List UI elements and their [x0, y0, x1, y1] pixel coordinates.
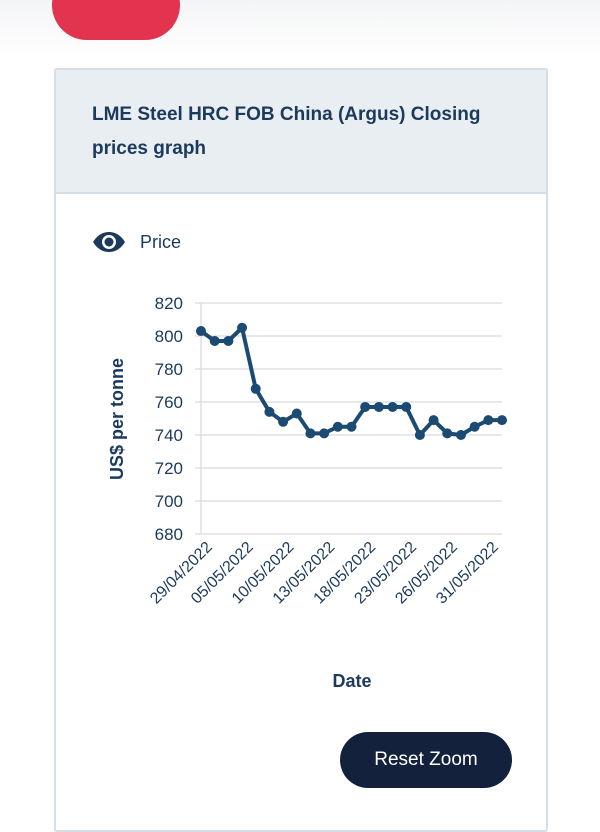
card-title: LME Steel HRC FOB China (Argus) Closing … — [92, 104, 481, 159]
chart-card: LME Steel HRC FOB China (Argus) Closing … — [54, 68, 548, 832]
red-action-button[interactable] — [52, 0, 180, 40]
y-tick-label: 800 — [155, 327, 183, 346]
data-point[interactable] — [483, 415, 494, 426]
data-point[interactable] — [360, 401, 371, 412]
data-point[interactable] — [264, 406, 275, 417]
data-point[interactable] — [497, 415, 507, 426]
legend-item-price[interactable]: Price — [92, 228, 181, 256]
price-series-line — [199, 325, 502, 437]
data-point[interactable] — [196, 326, 206, 337]
price-series-points — [196, 322, 507, 440]
data-point[interactable] — [250, 383, 261, 394]
y-tick-label: 740 — [155, 426, 183, 445]
eye-icon — [93, 232, 125, 252]
data-point[interactable] — [319, 428, 330, 439]
data-point[interactable] — [387, 401, 398, 412]
data-point[interactable] — [401, 401, 412, 412]
data-point[interactable] — [373, 401, 384, 412]
data-point[interactable] — [414, 430, 425, 440]
data-point[interactable] — [291, 408, 302, 419]
data-point[interactable] — [209, 335, 220, 346]
legend-label: Price — [140, 231, 182, 252]
y-tick-label: 760 — [155, 393, 183, 412]
data-point[interactable] — [469, 421, 480, 432]
y-tick-label: 720 — [155, 459, 183, 478]
y-tick-label: 680 — [155, 525, 183, 544]
data-point[interactable] — [346, 421, 357, 432]
y-axis-ticks: 680 700 720 740 760 780 800 820 — [155, 294, 183, 544]
data-point[interactable] — [223, 335, 234, 346]
card-header: LME Steel HRC FOB China (Argus) Closing … — [56, 70, 546, 194]
data-point[interactable] — [442, 428, 453, 439]
reset-zoom-button[interactable]: Reset Zoom — [340, 732, 512, 788]
y-tick-label: 780 — [155, 360, 183, 379]
chart-grid — [195, 302, 502, 535]
data-point[interactable] — [305, 428, 316, 439]
y-tick-label: 700 — [155, 492, 183, 511]
x-axis-ticks: 29/04/202205/05/202210/05/202213/05/2022… — [147, 539, 502, 608]
price-chart[interactable]: 680 700 720 740 760 780 800 820 29/04/202205/05… — [56, 70, 546, 710]
data-point[interactable] — [455, 430, 466, 440]
x-axis-label: Date — [332, 671, 371, 691]
y-axis-label: US$ per tonne — [107, 358, 127, 480]
data-point[interactable] — [278, 416, 289, 427]
data-point[interactable] — [237, 322, 248, 333]
y-tick-label: 820 — [155, 294, 183, 313]
data-point[interactable] — [332, 421, 343, 432]
data-point[interactable] — [428, 415, 439, 426]
